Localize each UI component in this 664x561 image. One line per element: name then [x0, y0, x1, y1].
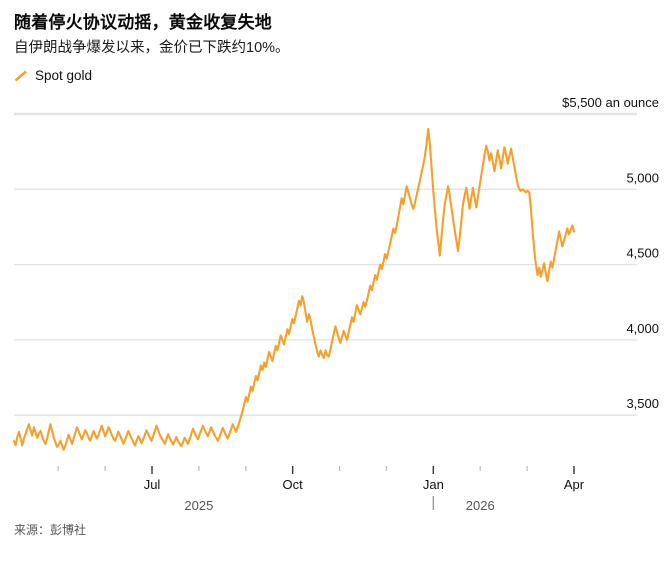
- x-axis-year-label: 2025: [184, 498, 213, 513]
- x-axis-tick-label: Jul: [144, 477, 161, 492]
- chart-legend: Spot gold: [14, 67, 92, 85]
- series-line-spot-gold: [12, 128, 576, 451]
- page-title: 随着停火协议动摇，黄金收复失地: [14, 13, 272, 32]
- page-subtitle: 自伊朗战争爆发以来，金价已下跌约10%。: [14, 40, 290, 56]
- x-axis-tick-label: Apr: [564, 477, 585, 492]
- y-axis-tick-label: 3,500: [626, 396, 659, 411]
- x-axis-tick-label: Jan: [423, 477, 444, 492]
- y-axis-tick-label: 4,000: [626, 321, 659, 336]
- y-axis-tick-label: 4,500: [626, 246, 659, 261]
- x-axis-tick-label: Oct: [283, 477, 304, 492]
- diagonal-line-icon: [14, 69, 29, 83]
- y-axis-tick-label: 5,000: [626, 170, 659, 185]
- legend-item-label: Spot gold: [35, 68, 93, 83]
- y-axis-tick-label: $5,500 an ounce: [562, 95, 659, 110]
- line-chart: $5,500 an ounce 5,000 4,500 4,000 3,500 Jul Oc…: [12, 95, 659, 513]
- source-note: 来源：彭博社: [14, 523, 87, 537]
- x-axis-year-label: 2026: [466, 498, 495, 513]
